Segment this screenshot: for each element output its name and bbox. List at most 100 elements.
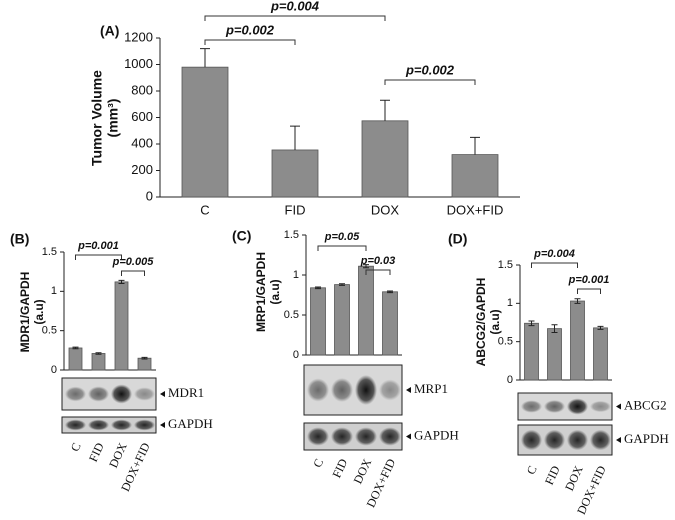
- bar: [451, 154, 499, 198]
- p-value: p=0.004: [270, 0, 320, 13]
- blot-band: [354, 375, 378, 405]
- x-tick-label: C: [200, 202, 209, 217]
- blot-band: [306, 427, 330, 446]
- y-tick-label: 600: [131, 109, 153, 124]
- blot-band: [306, 378, 330, 402]
- blot-band: [64, 386, 87, 402]
- p-value: p=0.002: [405, 62, 455, 77]
- y-axis-label: (a.u): [488, 309, 502, 334]
- blot-band: [589, 400, 612, 413]
- bar: [382, 291, 398, 356]
- blot-label: MDR1: [168, 385, 204, 400]
- bar: [68, 347, 83, 371]
- error-bar: [118, 279, 125, 284]
- bar: [593, 327, 608, 381]
- error-bar: [200, 48, 210, 68]
- blot-arrow: [616, 403, 621, 410]
- bar: [181, 66, 229, 198]
- y-tick-label: 1.5: [284, 229, 299, 241]
- bar: [358, 265, 374, 356]
- y-tick-label: 1200: [124, 29, 153, 44]
- p-value: p=0.001: [77, 240, 119, 252]
- error-bar: [574, 298, 581, 304]
- bar: [570, 300, 585, 381]
- y-tick-label: 1: [507, 297, 513, 309]
- blot-band: [543, 400, 566, 413]
- p-value: p=0.005: [112, 256, 155, 268]
- significance-bracket: [121, 270, 145, 276]
- error-bar: [387, 290, 393, 294]
- x-tick-label: DOX: [106, 440, 130, 470]
- significance-bracket: [204, 39, 296, 45]
- y-tick-label: 1.5: [42, 246, 57, 258]
- blot-band: [543, 429, 566, 451]
- blot-band: [566, 398, 589, 415]
- y-tick-label: 0: [146, 188, 153, 203]
- error-bar: [72, 346, 79, 350]
- blot-arrow: [616, 437, 621, 443]
- blot-band: [566, 429, 589, 451]
- blot-band: [378, 379, 402, 401]
- blot-band: [520, 429, 543, 451]
- blot-band: [354, 427, 378, 446]
- y-axis-label: (a.u): [32, 299, 46, 324]
- x-tick-label: DOX+FID: [447, 202, 504, 217]
- blot-label: MRP1: [414, 381, 448, 396]
- bar: [310, 287, 326, 356]
- panel-label: (A): [100, 23, 119, 39]
- blot-band: [330, 378, 354, 402]
- y-tick-label: 1: [51, 285, 57, 297]
- bar: [91, 353, 106, 371]
- x-tick-label: DOX: [351, 456, 375, 486]
- blot-label: GAPDH: [414, 427, 459, 442]
- significance-bracket: [531, 262, 578, 268]
- blot-band: [110, 419, 133, 431]
- p-value: p=0.001: [568, 274, 610, 286]
- x-tick-label: DOX: [562, 463, 586, 493]
- y-tick-label: 1.5: [498, 259, 513, 271]
- blot-band: [378, 427, 402, 446]
- p-value: p=0.002: [225, 22, 275, 37]
- bar: [547, 328, 562, 381]
- y-axis-label: MDR1/GAPDH: [18, 272, 32, 353]
- x-tick-label: FID: [285, 202, 306, 217]
- y-axis-label: ABCG2/GAPDH: [474, 278, 488, 367]
- bar: [114, 281, 129, 371]
- error-bar: [315, 286, 321, 290]
- error-bar: [290, 125, 300, 150]
- error-bar: [551, 324, 558, 333]
- y-tick-label: 400: [131, 135, 153, 150]
- significance-bracket: [365, 269, 391, 275]
- error-bar: [363, 264, 369, 269]
- bar: [524, 322, 539, 381]
- blot-arrow: [160, 391, 165, 397]
- y-tick-label: 1: [293, 269, 299, 281]
- significance-bracket: [577, 288, 601, 294]
- blot-label: GAPDH: [624, 431, 669, 446]
- panel-label: (C): [232, 228, 251, 244]
- x-tick-label: FID: [86, 440, 107, 464]
- y-axis-label: (mm³): [105, 99, 121, 138]
- p-value: p=0.004: [533, 248, 575, 260]
- blot-band: [133, 419, 156, 431]
- y-tick-label: 0: [507, 374, 513, 386]
- bar: [137, 357, 152, 371]
- significance-bracket: [75, 254, 122, 260]
- error-bar: [339, 283, 345, 286]
- error-bar: [470, 136, 480, 155]
- error-bar: [528, 320, 535, 327]
- blot-label: ABCG2: [624, 397, 667, 412]
- blot-band: [520, 400, 543, 413]
- significance-bracket: [317, 245, 367, 251]
- error-bar: [95, 352, 102, 355]
- y-tick-label: 200: [131, 162, 153, 177]
- blot-arrow: [160, 422, 165, 428]
- y-tick-label: 0.5: [42, 325, 57, 337]
- blot-band: [330, 427, 354, 446]
- error-bar: [141, 356, 148, 360]
- y-tick-label: 800: [131, 82, 153, 97]
- blot-arrow: [406, 387, 411, 393]
- blot-band: [87, 386, 110, 402]
- bar: [334, 284, 350, 356]
